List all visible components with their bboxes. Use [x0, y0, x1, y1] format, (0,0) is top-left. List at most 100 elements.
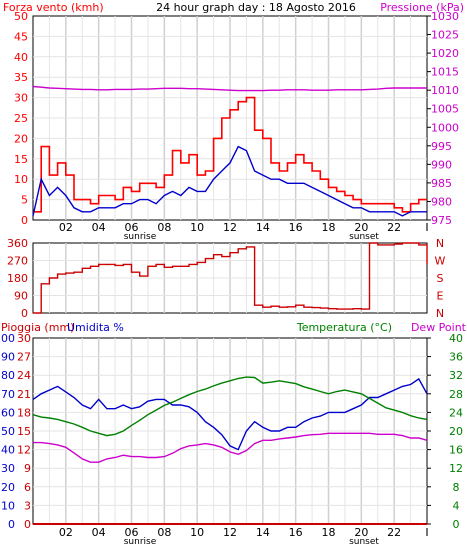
direction-tick-label: 360 — [7, 237, 28, 250]
humidity-tick-label: 50 — [1, 425, 15, 438]
direction-y-axis-ticks: 0 90 180 270 360 — [7, 237, 28, 320]
wind-tick-label: 0 — [21, 214, 28, 227]
climate-hour-label: 20 — [354, 526, 368, 539]
wind-tick-label: 35 — [14, 71, 28, 84]
climate-hour-label: 04 — [92, 526, 106, 539]
direction-tick-label: 270 — [7, 255, 28, 268]
temperature-tick-label: 36 — [449, 351, 463, 364]
pressure-axis-label: Pressione (kPa) — [380, 1, 464, 14]
temperature-tick-label: 12 — [449, 462, 463, 475]
wind-tick-label: 5 — [21, 194, 28, 207]
climate-hour-label: 06 — [125, 526, 139, 539]
wind-tick-label: 15 — [14, 153, 28, 166]
wind-axis-label: Forza vento (kmh) — [3, 1, 104, 14]
wind-hour-label: 10 — [190, 221, 204, 234]
rain-tick-label: 9 — [24, 462, 31, 475]
temperature-tick-label: 4 — [453, 499, 460, 512]
rain-tick-label: 3 — [24, 499, 31, 512]
climate-hour-label: 14 — [256, 526, 270, 539]
wind-hour-label: I — [425, 221, 428, 234]
chart-title: 24 hour graph day : 18 Agosto 2016 — [156, 1, 356, 14]
climate-hour-label: 18 — [322, 526, 336, 539]
rain-tick-label: 18 — [17, 406, 31, 419]
temperature-tick-label: 40 — [449, 332, 463, 345]
humidity-tick-label: 30 — [1, 462, 15, 475]
wind-hour-label: 06 — [125, 221, 139, 234]
rain-tick-label: 6 — [24, 481, 31, 494]
climate-x-axis-ticks: 02 04 06 08 10 12 14 16 18 20 22 I — [59, 526, 429, 539]
pressure-tick-label: 1020 — [431, 47, 459, 60]
rain-y-axis-ticks: 0 3 6 9 12 15 18 21 24 27 30 — [17, 332, 31, 531]
wind-grid — [33, 16, 427, 220]
humidity-tick-label: 0 — [8, 518, 15, 531]
wind-hour-label: 04 — [92, 221, 106, 234]
pressure-tick-label: 975 — [431, 214, 452, 227]
wind-hour-label: 16 — [289, 221, 303, 234]
climate-series-line-1 — [32, 376, 428, 437]
direction-tick-label: 180 — [7, 272, 28, 285]
humidity-tick-label: 100 — [0, 332, 15, 345]
climate-hour-label: 12 — [223, 526, 237, 539]
sunrise-label-2: sunrise — [124, 537, 157, 547]
pressure-tick-label: 1025 — [431, 29, 459, 42]
pressure-tick-label: 990 — [431, 158, 452, 171]
pressure-tick-label: 1000 — [431, 121, 459, 134]
climate-hour-label: 22 — [387, 526, 401, 539]
wind-x-axis-ticks: 02 04 06 08 10 12 14 16 18 20 22 I — [59, 221, 429, 234]
direction-tick-label: 0 — [21, 307, 28, 320]
rain-tick-label: 0 — [24, 518, 31, 531]
sunrise-label-1: sunrise — [124, 232, 157, 242]
climate-hour-label: 02 — [59, 526, 73, 539]
wind-tick-label: 10 — [14, 173, 28, 186]
dewpoint-axis-label: Dew Point — [411, 321, 467, 334]
wind-series-line-1 — [32, 145, 427, 217]
rain-tick-label: 15 — [17, 425, 31, 438]
humidity-tick-label: 80 — [1, 369, 15, 382]
temperature-axis-label: Temperatura (°C) — [296, 321, 392, 334]
pressure-tick-label: 1015 — [431, 66, 459, 79]
sunset-label-1: sunset — [349, 232, 379, 242]
climate-series-line-0 — [32, 377, 428, 451]
compass-letter: W — [435, 255, 446, 268]
pressure-tick-label: 995 — [431, 140, 452, 153]
rain-tick-label: 27 — [17, 351, 31, 364]
humidity-y-axis-ticks: 0 10 20 30 40 50 60 70 80 90 100 — [0, 332, 15, 531]
humidity-tick-label: 10 — [1, 499, 15, 512]
pressure-tick-label: 1010 — [431, 84, 459, 97]
humidity-tick-label: 40 — [1, 444, 15, 457]
compass-letter: N — [436, 307, 444, 320]
rain-axis-label: Pioggia (mm) — [1, 321, 74, 334]
temperature-tick-label: 8 — [453, 481, 460, 494]
temperature-tick-label: 0 — [453, 518, 460, 531]
direction-grid — [33, 243, 427, 313]
wind-tick-label: 25 — [14, 112, 28, 125]
humidity-tick-label: 20 — [1, 481, 15, 494]
wind-series-line-2 — [32, 85, 427, 92]
humidity-tick-label: 90 — [1, 351, 15, 364]
wind-tick-label: 30 — [14, 92, 28, 105]
wind-tick-label: 50 — [14, 10, 28, 23]
wind-hour-label: 14 — [256, 221, 270, 234]
temperature-tick-label: 28 — [449, 388, 463, 401]
pressure-tick-label: 985 — [431, 177, 452, 190]
rain-tick-label: 30 — [17, 332, 31, 345]
rain-tick-label: 24 — [17, 369, 31, 382]
sunset-label-2: sunset — [349, 537, 379, 547]
wind-hour-label: 18 — [322, 221, 336, 234]
rain-tick-label: 12 — [17, 444, 31, 457]
compass-letter: N — [436, 237, 444, 250]
pressure-tick-label: 1030 — [431, 10, 459, 23]
humidity-tick-label: 70 — [1, 388, 15, 401]
wind-hour-label: 22 — [387, 221, 401, 234]
climate-hour-label: 16 — [289, 526, 303, 539]
pressure-tick-label: 1005 — [431, 103, 459, 116]
climate-panel: 0102030405060708090100 03691215182124273… — [0, 321, 467, 547]
wind-hour-label: 20 — [354, 221, 368, 234]
climate-hour-label: I — [425, 526, 428, 539]
wind-hour-label: 02 — [59, 221, 73, 234]
wind-y-axis-ticks: 0 5 10 15 20 25 30 35 40 45 50 — [14, 10, 28, 227]
